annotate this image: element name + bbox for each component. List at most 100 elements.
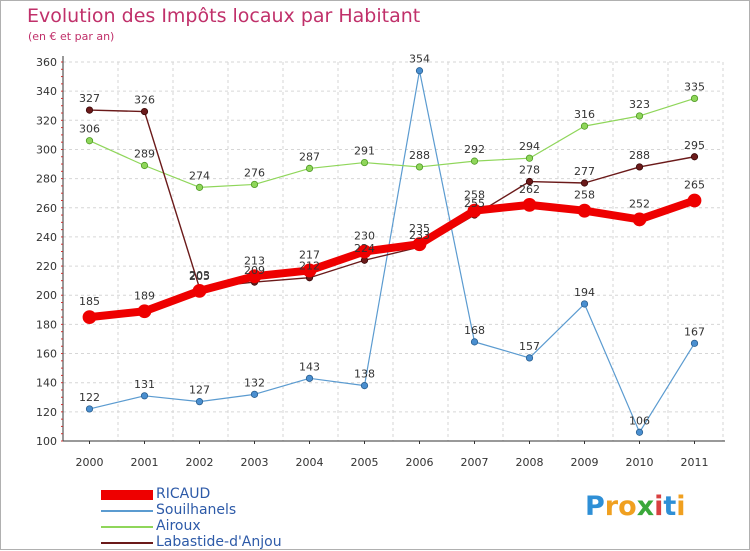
data-point-ricaud (247, 269, 262, 284)
data-label-ricaud: 230 (354, 230, 375, 243)
data-label-labastide-d-anjou: 288 (629, 149, 650, 162)
data-label-airoux: 289 (134, 147, 155, 160)
data-point-airoux (305, 164, 314, 173)
y-tick-label: 260 (36, 202, 57, 215)
data-point-airoux (360, 158, 369, 167)
series-line-ricaud (85, 196, 699, 322)
data-label-airoux: 276 (244, 166, 265, 179)
y-tick-label: 100 (36, 435, 57, 448)
data-label-ricaud: 252 (629, 197, 650, 210)
y-tick-label: 240 (36, 231, 57, 244)
y-tick-label: 120 (36, 406, 57, 419)
data-label-ricaud: 203 (189, 269, 210, 282)
data-label-labastide-d-anjou: 327 (79, 92, 100, 105)
data-point-ricaud (82, 310, 97, 324)
data-point-souilhanels (360, 382, 369, 390)
data-label-souilhanels: 168 (464, 324, 485, 337)
data-label-ricaud: 258 (464, 189, 485, 202)
chart-title: Evolution des Impôts locaux par Habitant (27, 5, 421, 27)
data-label-souilhanels: 157 (519, 340, 540, 353)
data-point-souilhanels (305, 374, 314, 382)
data-label-labastide-d-anjou: 277 (574, 165, 595, 178)
x-tick-label: 2004 (296, 456, 324, 469)
data-point-labastide-d-anjou (580, 179, 589, 187)
data-label-souilhanels: 127 (189, 384, 210, 397)
data-label-airoux: 335 (684, 80, 705, 93)
data-label-souilhanels: 122 (79, 391, 100, 404)
data-label-labastide-d-anjou: 212 (299, 260, 320, 273)
data-label-airoux: 316 (574, 108, 595, 121)
data-point-souilhanels (415, 67, 424, 75)
y-tick-label: 180 (36, 318, 57, 331)
data-point-ricaud (302, 263, 317, 278)
y-tick-label: 300 (36, 143, 57, 156)
data-point-souilhanels (85, 405, 94, 413)
data-label-ricaud: 265 (684, 178, 705, 191)
data-label-ricaud: 262 (519, 183, 540, 196)
logo-letter: i (676, 491, 686, 522)
data-label-souilhanels: 354 (409, 53, 430, 66)
series-line-airoux (88, 97, 696, 188)
data-point-airoux (580, 122, 589, 130)
data-label-ricaud: 189 (134, 289, 155, 302)
data-point-souilhanels (140, 392, 149, 400)
y-tick-label: 280 (36, 173, 57, 186)
y-tick-label: 140 (36, 377, 57, 390)
data-label-ricaud: 258 (574, 189, 595, 202)
series-line-labastide-d-anjou (88, 109, 696, 289)
data-point-souilhanels (470, 338, 479, 346)
y-tick-label: 220 (36, 260, 57, 273)
data-point-airoux (690, 94, 699, 103)
data-point-airoux (635, 112, 644, 120)
data-label-labastide-d-anjou: 205 (189, 270, 210, 283)
data-label-labastide-d-anjou: 295 (684, 139, 705, 152)
y-tick-label: 320 (36, 114, 57, 127)
data-point-labastide-d-anjou (635, 163, 644, 171)
y-tick-label: 160 (36, 348, 57, 361)
data-point-ricaud (467, 203, 482, 218)
data-point-ricaud (192, 283, 207, 298)
chart-subtitle: (en € et par an) (28, 30, 115, 43)
data-label-airoux: 287 (299, 150, 320, 163)
data-label-labastide-d-anjou: 255 (464, 197, 485, 210)
data-point-labastide-d-anjou (525, 177, 534, 186)
data-point-airoux (415, 163, 424, 171)
data-label-ricaud: 235 (409, 222, 430, 235)
logo-letter: r (604, 491, 619, 522)
x-tick-label: 2006 (406, 456, 434, 469)
x-tick-label: 2011 (681, 456, 709, 469)
x-tick-label: 2009 (571, 456, 599, 469)
legend-swatch-souilhanels (101, 510, 153, 512)
data-point-ricaud (522, 197, 537, 212)
data-label-labastide-d-anjou: 278 (519, 164, 540, 177)
y-tick-label: 340 (36, 85, 57, 98)
x-tick-label: 2000 (76, 456, 104, 469)
data-label-labastide-d-anjou: 233 (409, 229, 430, 242)
data-point-ricaud (577, 203, 592, 218)
x-tick-label: 2005 (351, 456, 379, 469)
data-label-airoux: 323 (629, 98, 650, 111)
x-tick-label: 2002 (186, 456, 214, 469)
data-label-souilhanels: 131 (134, 378, 155, 391)
data-point-airoux (470, 157, 479, 165)
data-label-ricaud: 213 (244, 254, 265, 267)
data-label-souilhanels: 138 (354, 368, 375, 381)
data-point-souilhanels (580, 300, 589, 308)
legend-label-airoux: Airoux (156, 518, 201, 534)
data-point-airoux (140, 161, 149, 170)
y-tick-label: 360 (36, 56, 57, 69)
data-point-ricaud (687, 193, 702, 208)
x-tick-label: 2008 (516, 456, 544, 469)
legend-label-souilhanels: Souilhanels (156, 502, 237, 518)
data-point-souilhanels (250, 390, 259, 398)
legend-label-labastide: Labastide-d'Anjou (156, 534, 282, 550)
data-point-labastide-d-anjou (140, 107, 149, 116)
data-point-ricaud (357, 244, 372, 259)
data-point-souilhanels (195, 398, 204, 406)
legend-label-ricaud: RICAUD (156, 486, 211, 502)
data-point-labastide-d-anjou (690, 153, 699, 161)
data-label-labastide-d-anjou: 326 (134, 94, 155, 107)
data-label-airoux: 291 (354, 145, 375, 158)
data-point-airoux (250, 180, 259, 189)
